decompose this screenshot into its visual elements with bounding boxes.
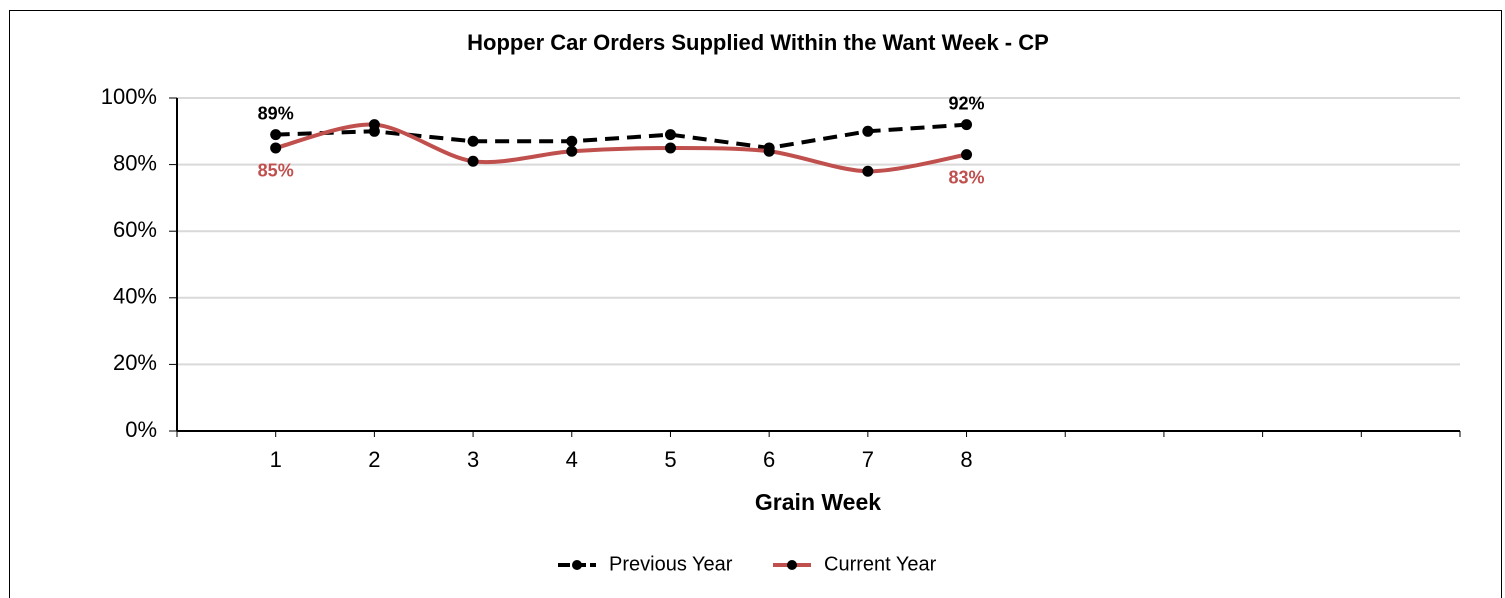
legend-marker — [787, 560, 797, 570]
x-axis-title: Grain Week — [755, 489, 881, 515]
legend-label: Previous Year — [609, 553, 733, 575]
legend-marker — [572, 560, 582, 570]
x-tick-label: 1 — [270, 447, 282, 472]
data-point — [566, 135, 578, 147]
data-point — [270, 142, 282, 154]
x-tick-label: 5 — [664, 447, 676, 472]
y-tick-label: 60% — [113, 217, 157, 242]
series-line — [275, 122, 967, 150]
data-point — [270, 129, 282, 141]
data-label: 89% — [258, 103, 294, 123]
data-point — [961, 119, 973, 131]
data-point — [467, 155, 479, 167]
data-point — [566, 145, 578, 157]
y-tick-label: 80% — [113, 150, 157, 175]
data-point — [862, 125, 874, 137]
data-label: 92% — [949, 93, 985, 113]
series-line — [275, 122, 967, 174]
legend-label: Current Year — [824, 553, 937, 575]
data-point — [763, 145, 775, 157]
data-point — [961, 149, 973, 161]
x-tick-label: 8 — [960, 447, 972, 472]
x-tick-label: 7 — [862, 447, 874, 472]
data-label: 85% — [258, 161, 294, 181]
data-point — [664, 129, 676, 141]
chart-title: Hopper Car Orders Supplied Within the Wa… — [467, 30, 1049, 55]
x-tick-label: 6 — [763, 447, 775, 472]
data-point — [862, 165, 874, 177]
data-label: 83% — [949, 167, 985, 187]
y-tick-label: 100% — [101, 84, 157, 109]
y-tick-label: 0% — [125, 417, 157, 442]
x-tick-label: 3 — [467, 447, 479, 472]
y-tick-label: 40% — [113, 284, 157, 309]
data-point — [368, 119, 380, 131]
data-point — [467, 135, 479, 147]
data-point — [664, 142, 676, 154]
chart-border — [9, 10, 1502, 598]
x-tick-label: 4 — [566, 447, 578, 472]
x-tick-label: 2 — [368, 447, 380, 472]
y-tick-label: 20% — [113, 350, 157, 375]
